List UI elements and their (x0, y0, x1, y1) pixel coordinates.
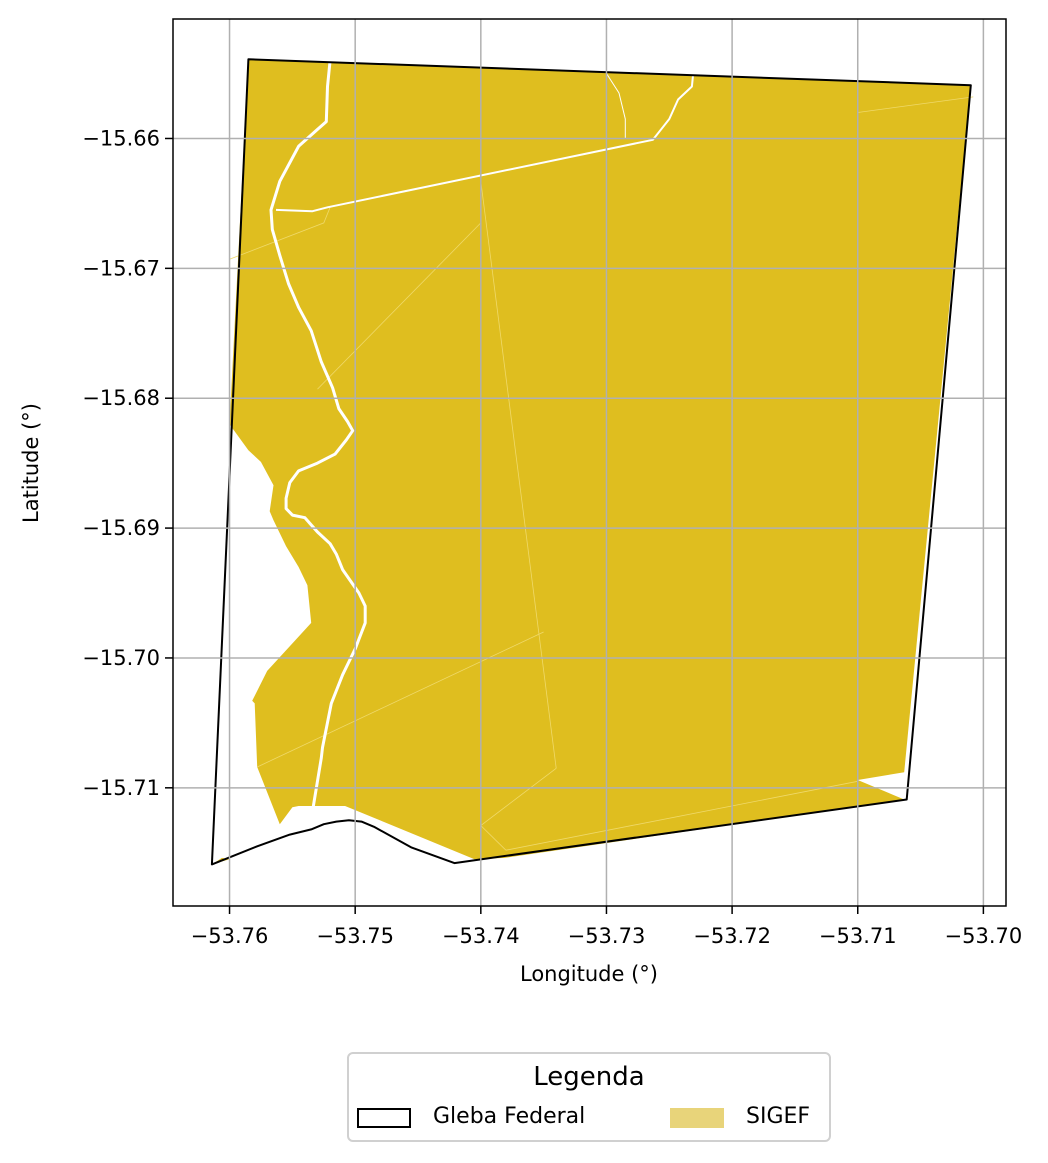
legend-swatch-gleba-federal (357, 1108, 411, 1128)
y-tick-label: −15.71 (82, 776, 160, 800)
sigef-gap (875, 773, 907, 800)
legend: Legenda Gleba Federal SIGEF (347, 1052, 831, 1142)
y-axis-label: Latitude (°) (19, 403, 43, 523)
x-tick-label: −53.71 (819, 924, 897, 948)
y-tick-label: −15.69 (82, 516, 160, 540)
y-tick-label: −15.68 (82, 386, 160, 410)
sigef-area (229, 59, 971, 860)
x-tick-label: −53.75 (316, 924, 394, 948)
parcel-boundary (857, 96, 974, 113)
y-tick-label: −15.66 (82, 126, 160, 150)
x-tick-label: −53.70 (945, 924, 1023, 948)
x-tick-label: −53.74 (442, 924, 520, 948)
plot-frame (172, 18, 1007, 907)
parcel-boundary (317, 222, 482, 390)
gleba-federal-outline (210, 58, 972, 866)
road-main (269, 59, 367, 813)
y-tick-label: −15.70 (82, 646, 160, 670)
x-tick-label: −53.76 (191, 924, 269, 948)
map-layers (210, 58, 974, 866)
parcel-boundary (480, 181, 557, 769)
axis-ticks: −53.76 −53.75 −53.74 −53.73 −53.72 −53.71 −53.… (82, 126, 1022, 948)
y-tick-label: −15.67 (82, 256, 160, 280)
legend-title: Legenda (533, 1062, 645, 1092)
road-minor (275, 73, 695, 213)
x-tick-label: −53.72 (693, 924, 771, 948)
parcel-boundary (505, 780, 858, 851)
legend-swatch-sigef (670, 1108, 724, 1128)
x-tick-label: −53.73 (568, 924, 646, 948)
road-minor (606, 73, 626, 139)
legend-label-gleba-federal: Gleba Federal (433, 1104, 586, 1129)
grid-lines (173, 19, 1006, 906)
parcel-boundary (257, 631, 544, 768)
legend-label-sigef: SIGEF (746, 1104, 811, 1129)
x-axis-label: Longitude (°) (520, 962, 658, 986)
parcel-boundary (229, 207, 331, 260)
